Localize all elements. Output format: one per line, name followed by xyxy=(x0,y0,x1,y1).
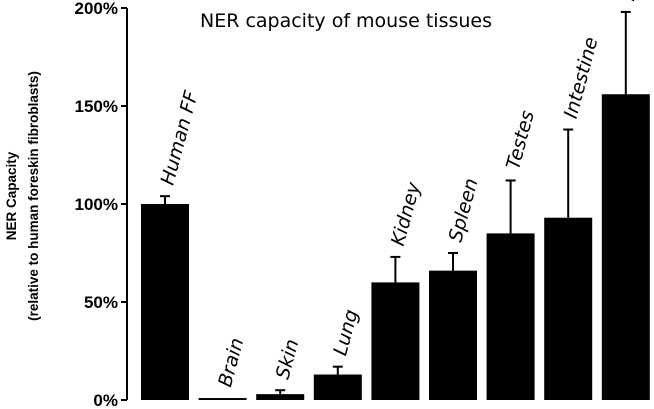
bar xyxy=(601,94,650,401)
y-tick-label: 200% xyxy=(75,0,118,18)
y-tick-label: 150% xyxy=(75,97,118,116)
category-label: Heart xyxy=(617,0,652,3)
bar xyxy=(371,282,420,400)
category-label: Human FF xyxy=(157,88,203,188)
chart-title: NER capacity of mouse tissues xyxy=(200,10,492,32)
bar xyxy=(486,233,535,400)
category-label: Testes xyxy=(502,108,539,172)
bar xyxy=(544,217,593,400)
category-label: Skin xyxy=(272,337,304,382)
category-label: Kidney xyxy=(387,179,425,248)
y-tick-label: 100% xyxy=(75,195,118,214)
bar xyxy=(141,204,189,400)
category-label: Lung xyxy=(329,307,362,358)
y-axis-label: NER Capacity xyxy=(4,151,19,240)
y-tick-label: 50% xyxy=(84,293,118,312)
category-label: Spleen xyxy=(445,176,483,244)
bar xyxy=(313,374,362,400)
bar xyxy=(429,270,477,400)
y-tick-label: 0% xyxy=(93,391,118,409)
category-label: Brain xyxy=(214,336,248,390)
plot-area: 0% 50% 100% 150% 200% Human FF Brain Skin Lung Ki… xyxy=(75,0,653,409)
y-axis-sublabel: (relative to human foreskin fibroblasts) xyxy=(26,71,41,321)
bar xyxy=(198,398,247,400)
category-label: Intestine xyxy=(560,35,603,121)
bar xyxy=(256,394,305,400)
